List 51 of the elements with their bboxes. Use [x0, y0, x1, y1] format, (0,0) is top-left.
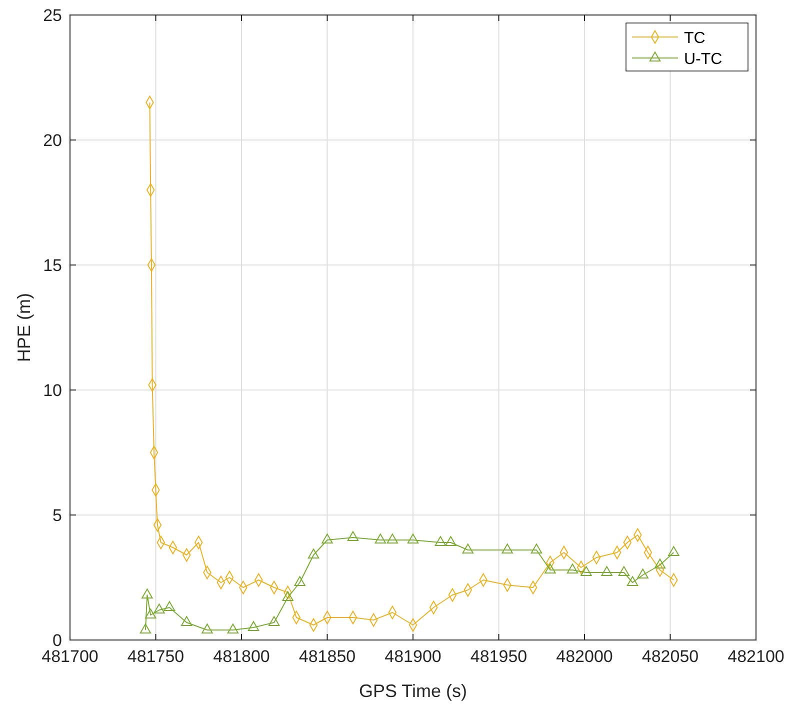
x-tick-label: 481950 — [470, 647, 528, 666]
x-tick-label: 481750 — [127, 647, 184, 666]
point — [668, 546, 680, 556]
x-tick-label: 481700 — [42, 647, 98, 666]
point — [502, 544, 513, 554]
point — [544, 564, 556, 574]
y-tick-label: 20 — [43, 131, 62, 150]
point — [530, 544, 542, 554]
point — [637, 568, 648, 578]
y-tick-label: 25 — [43, 6, 62, 25]
x-tick-label: 482100 — [728, 647, 784, 666]
point — [618, 566, 630, 576]
point — [434, 536, 446, 546]
point — [202, 624, 213, 634]
legend-label: U-TC — [684, 51, 722, 68]
point — [268, 616, 280, 626]
point — [374, 534, 386, 544]
point — [347, 531, 359, 541]
point — [142, 588, 153, 598]
point — [248, 621, 260, 631]
point — [308, 548, 320, 558]
x-axis-title: GPS Time (s) — [358, 681, 468, 701]
x-tick-label: 481800 — [213, 647, 270, 666]
point — [445, 536, 456, 546]
point — [145, 608, 156, 618]
x-tick-label: 481900 — [384, 647, 442, 666]
point — [580, 566, 592, 576]
point — [386, 534, 398, 544]
point — [294, 576, 306, 586]
point — [282, 591, 294, 601]
point — [154, 604, 165, 614]
point — [566, 564, 578, 574]
y-tick-label: 5 — [52, 506, 62, 525]
point — [654, 558, 666, 568]
point — [164, 601, 176, 611]
y-axis-title: HPE (m) — [14, 293, 34, 362]
y-tick-label: 0 — [52, 631, 62, 650]
x-tick-label: 482000 — [556, 647, 613, 666]
x-tick-label: 482050 — [642, 647, 699, 666]
x-tick-label: 481850 — [298, 647, 356, 666]
legend-label: TC — [684, 30, 706, 47]
point — [601, 566, 612, 576]
point — [140, 624, 152, 634]
point — [626, 576, 638, 586]
y-tick-label: 15 — [43, 256, 62, 275]
point — [407, 534, 419, 544]
point — [462, 544, 474, 554]
point — [181, 616, 192, 626]
point — [322, 534, 333, 544]
y-tick-label: 10 — [43, 381, 62, 400]
point — [227, 624, 239, 634]
